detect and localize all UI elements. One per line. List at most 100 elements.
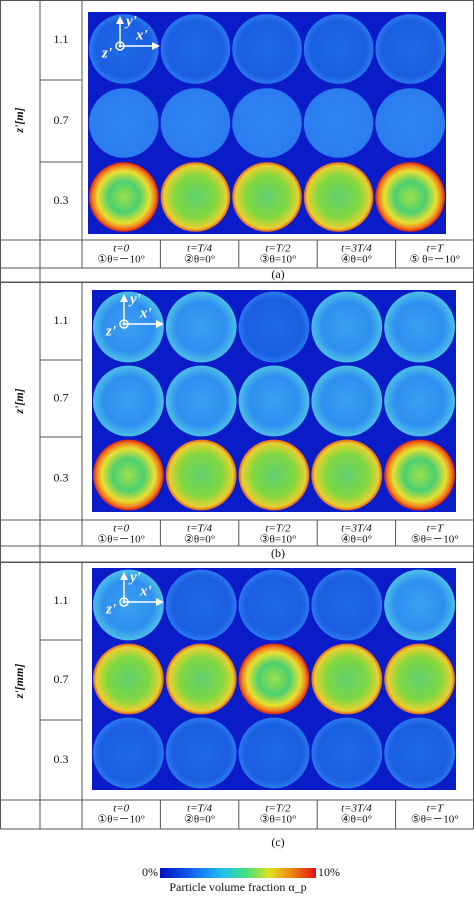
angle-label: ⑤ θ=－10° — [410, 254, 460, 266]
contour-section — [89, 14, 159, 84]
angle-label: ④θ=0° — [341, 814, 372, 826]
contour-section — [303, 162, 374, 232]
angle-label: ①θ=－10° — [97, 254, 145, 266]
contour-section — [384, 365, 455, 437]
contour-section — [92, 439, 164, 511]
axis-origin-dot — [122, 322, 126, 326]
contour-section — [160, 88, 231, 158]
contour-section — [311, 569, 383, 641]
time-label: t=T — [426, 243, 443, 255]
contour-section — [375, 14, 446, 84]
contour-section — [89, 162, 159, 232]
angle-label: ③θ=10° — [260, 254, 297, 266]
time-label: t=T/4 — [187, 243, 213, 255]
contour-section — [238, 291, 310, 363]
contour-section — [232, 14, 302, 84]
contour-section — [311, 717, 383, 789]
row-label: 0.7 — [54, 390, 69, 404]
time-label: t=T/2 — [265, 523, 291, 535]
time-label: t=T/2 — [265, 243, 291, 255]
colorbar — [160, 868, 316, 878]
row-label: 1.1 — [54, 593, 69, 607]
contour-section — [92, 291, 164, 363]
contour-section — [165, 291, 237, 363]
colorbar-max: 10% — [318, 865, 340, 879]
contour-section — [303, 14, 374, 84]
colorbar-title: Particle volume fraction α_p — [169, 880, 306, 894]
row-label: 0.3 — [54, 193, 69, 207]
time-label: t=3T/4 — [341, 243, 372, 255]
axis-z-label: z' — [105, 323, 116, 339]
time-label: t=3T/4 — [341, 803, 372, 815]
z-axis-label: z'[mm] — [12, 664, 26, 700]
contour-section — [92, 643, 164, 715]
angle-label: ②θ=0° — [184, 814, 215, 826]
contour-section — [384, 439, 455, 511]
row-label: 0.3 — [54, 470, 69, 484]
contour-section — [165, 717, 237, 789]
colorbar-min: 0% — [142, 865, 158, 879]
contour-section — [238, 365, 310, 437]
contour-section — [375, 162, 446, 232]
arrow-head — [120, 572, 164, 606]
time-label: t=0 — [113, 523, 129, 535]
time-label: t=T — [426, 803, 443, 815]
contour-section — [311, 643, 383, 715]
contour-section — [165, 439, 237, 511]
angle-label: ①θ=－10° — [97, 814, 145, 826]
contour-section — [238, 717, 310, 789]
contour-section — [384, 643, 455, 715]
contour-section — [160, 14, 231, 84]
time-label: t=0 — [113, 243, 129, 255]
row-label: 1.1 — [54, 32, 69, 46]
axis-origin-dot — [118, 44, 122, 48]
contour-section — [165, 569, 237, 641]
panel-caption: (c) — [271, 835, 284, 849]
contour-section — [92, 569, 164, 641]
contour-section — [89, 88, 159, 158]
contour-section — [238, 643, 310, 715]
time-label: t=T — [426, 523, 443, 535]
axis-z-label: z' — [105, 601, 116, 617]
axis-origin — [115, 41, 125, 51]
arrow-head — [120, 294, 164, 328]
contour-section — [384, 717, 455, 789]
contour-section — [238, 439, 310, 511]
angle-label: ③θ=10° — [260, 814, 297, 826]
angle-label: ⑤θ=－10° — [411, 814, 459, 826]
panel-caption: (a) — [271, 267, 284, 281]
contour-section — [303, 88, 374, 158]
time-label: t=T/4 — [187, 523, 213, 535]
contour-section — [232, 88, 302, 158]
row-label: 0.7 — [54, 672, 69, 686]
angle-label: ②θ=0° — [184, 254, 215, 266]
time-label: t=0 — [113, 803, 129, 815]
angle-label: ⑤θ=－10° — [411, 534, 459, 546]
z-axis-label: z'[m] — [12, 107, 26, 133]
contour-section — [384, 291, 455, 363]
z-axis-label: z'[m] — [12, 388, 26, 414]
angle-label: ②θ=0° — [184, 534, 215, 546]
axis-z-label: z' — [101, 45, 112, 61]
contour-section — [375, 88, 446, 158]
contour-section — [165, 643, 237, 715]
contour-section — [384, 569, 455, 641]
angle-label: ④θ=0° — [341, 254, 372, 266]
contour-section — [311, 365, 383, 437]
row-label: 0.7 — [54, 113, 69, 127]
axis-origin — [119, 319, 129, 329]
contour-section — [160, 162, 231, 232]
axis-origin — [119, 597, 129, 607]
axis-x-label: x' — [135, 27, 148, 43]
arrow-head — [116, 16, 160, 50]
contour-section — [238, 569, 310, 641]
axis-y-label: y' — [124, 13, 137, 29]
time-label: t=3T/4 — [341, 523, 372, 535]
row-label: 0.3 — [54, 752, 69, 766]
axis-y-label: y' — [128, 291, 141, 307]
angle-label: ④θ=0° — [341, 534, 372, 546]
contour-section — [311, 439, 383, 511]
contour-section — [92, 365, 164, 437]
contour-section — [311, 291, 383, 363]
